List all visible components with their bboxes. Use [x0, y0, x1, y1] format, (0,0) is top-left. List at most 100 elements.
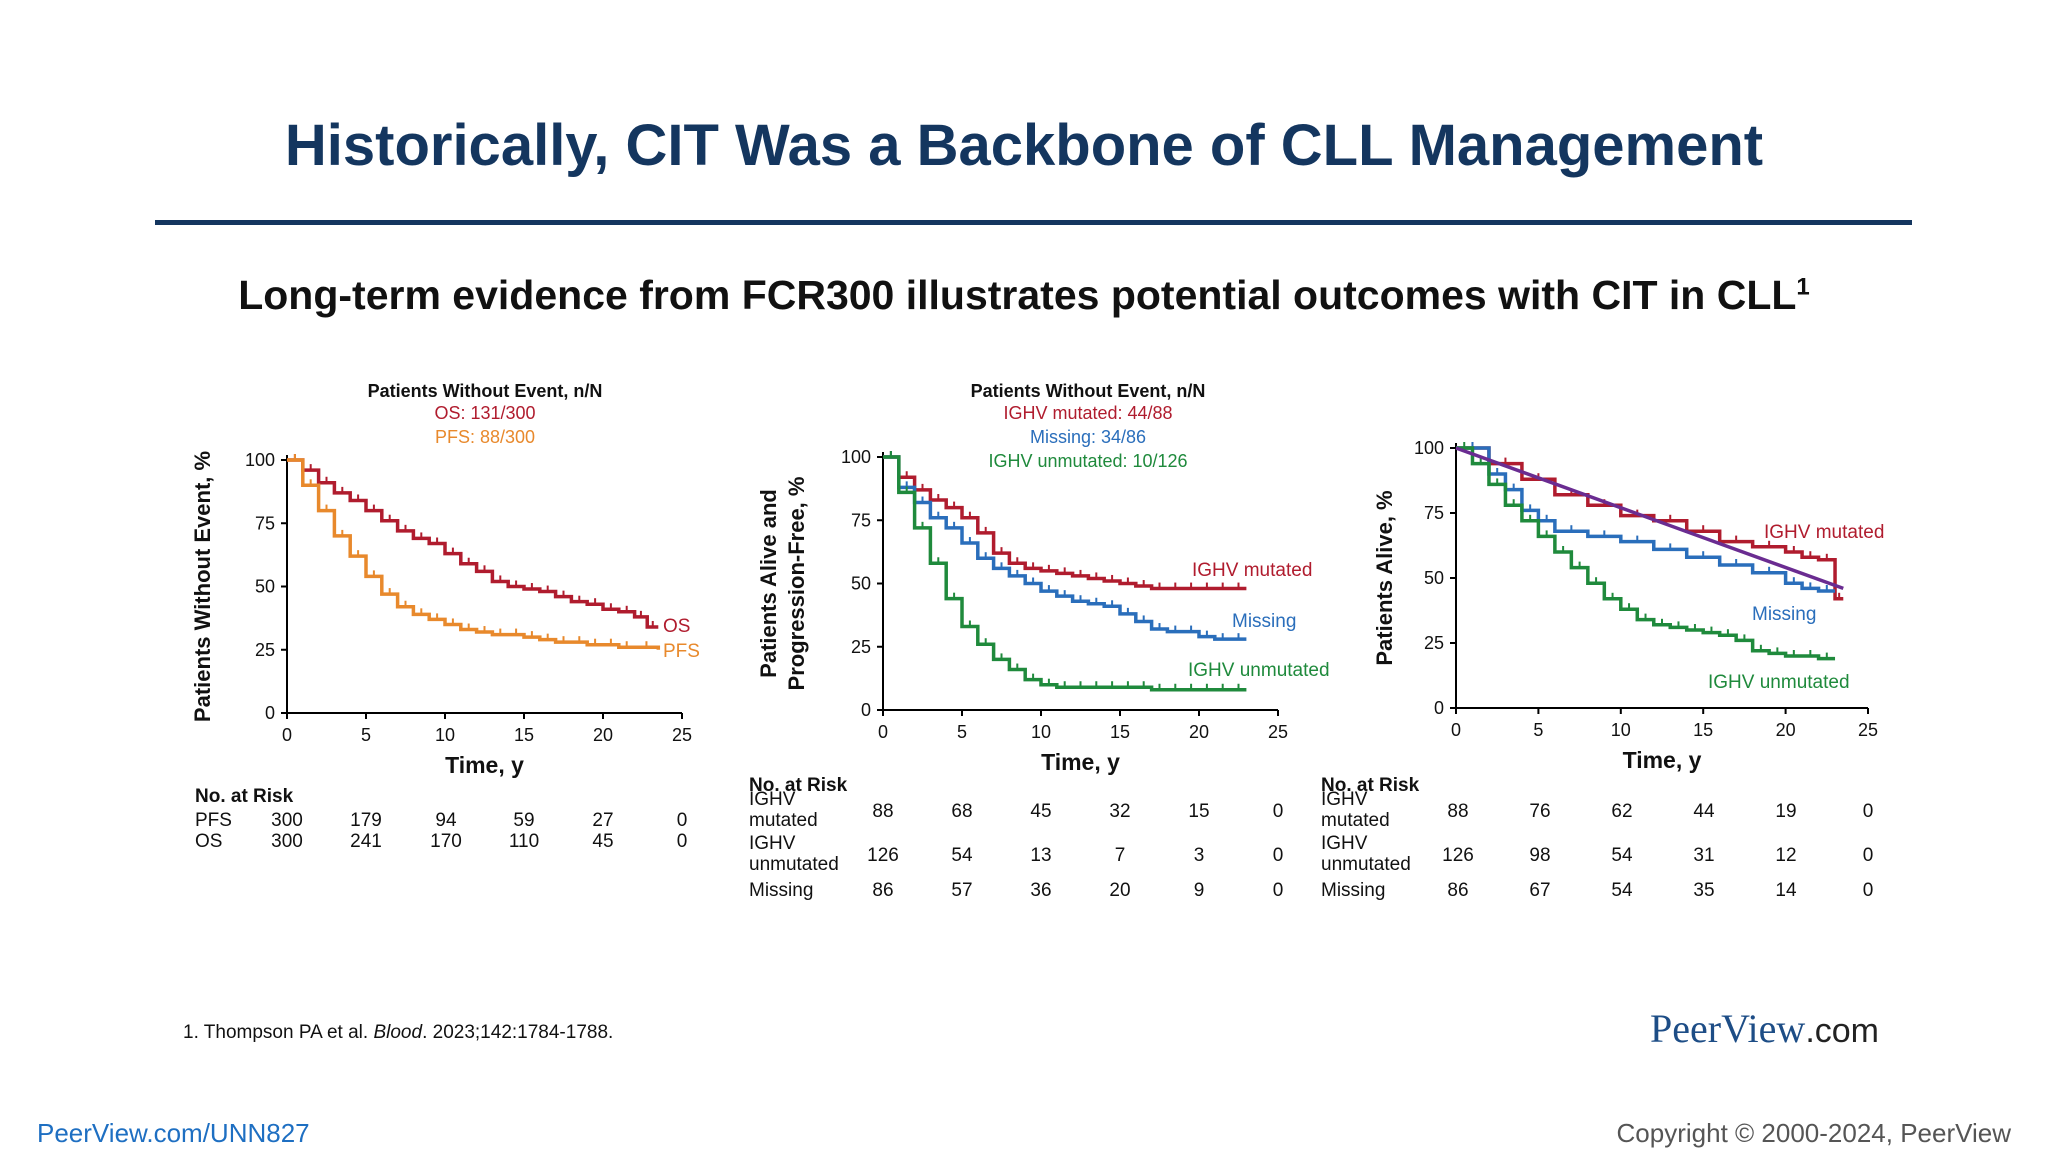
- y-tick-label: 75: [1424, 503, 1444, 523]
- y-tick-label: 75: [851, 510, 871, 530]
- logo-main: PeerView: [1650, 1006, 1806, 1051]
- risk-cell: 88: [1447, 801, 1469, 822]
- risk-row-label: Missing: [1321, 880, 1386, 901]
- y-tick-label: 25: [851, 637, 871, 657]
- x-tick-label: 10: [1031, 722, 1051, 742]
- series-label: OS: [663, 616, 690, 637]
- y-tick-label: 50: [851, 574, 871, 594]
- y-tick-label: 0: [861, 700, 871, 720]
- x-tick-label: 15: [514, 725, 534, 745]
- legend-entry: OS: 131/300: [434, 403, 535, 423]
- x-tick-label: 25: [672, 725, 692, 745]
- risk-cell: 0: [1862, 845, 1874, 866]
- risk-cell: 170: [430, 831, 462, 852]
- slide-title: Historically, CIT Was a Backbone of CLL …: [284, 113, 1764, 178]
- chart-title: Patients Without Event, n/N: [971, 381, 1206, 401]
- risk-cell: 35: [1693, 880, 1715, 901]
- risk-table-header: No. at Risk: [195, 786, 294, 807]
- risk-cell: 3: [1193, 845, 1205, 866]
- risk-cell: 110: [508, 831, 540, 852]
- series-label: Missing: [1232, 611, 1296, 632]
- risk-cell: 59: [513, 810, 535, 831]
- y-tick-label: 25: [1424, 633, 1444, 653]
- risk-row-label: Missing: [749, 880, 814, 901]
- y-tick-label: 100: [1414, 438, 1444, 458]
- x-axis-label: Time, y: [445, 752, 524, 778]
- chart-3: 0 5 10 15 20 25 0 25 50 75 100 Time, y Patients Aliv…: [1372, 438, 1884, 773]
- risk-cell: 14: [1775, 880, 1797, 901]
- y-axis-label: Patients Alive and: [756, 489, 781, 678]
- series-label: IGHV unmutated: [1188, 660, 1330, 681]
- y-axis-label: Progression-Free, %: [784, 477, 809, 691]
- risk-cell: 68: [951, 801, 973, 822]
- x-tick-label: 15: [1110, 722, 1130, 742]
- km-curve-missing: [883, 455, 1247, 641]
- risk-cell: 12: [1775, 845, 1797, 866]
- x-tick-label: 0: [878, 722, 888, 742]
- x-tick-label: 10: [435, 725, 455, 745]
- risk-cell: 20: [1109, 880, 1131, 901]
- x-tick-label: 15: [1693, 720, 1713, 740]
- x-tick-label: 25: [1858, 720, 1878, 740]
- y-tick-label: 75: [255, 513, 275, 533]
- risk-cell: 86: [1447, 880, 1469, 901]
- y-tick-label: 0: [1434, 698, 1444, 718]
- risk-cell: 86: [872, 880, 894, 901]
- chart-title: Patients Without Event, n/N: [368, 381, 603, 401]
- subtitle-reference: 1: [1796, 273, 1810, 301]
- legend-entry: Missing: 34/86: [1030, 427, 1146, 447]
- risk-row-label: IGHV unmutated: [1321, 833, 1411, 875]
- x-tick-label: 5: [1533, 720, 1543, 740]
- series-label: Missing: [1752, 604, 1816, 625]
- footer-link[interactable]: PeerView.com/UNN827: [37, 1118, 310, 1148]
- x-tick-label: 10: [1611, 720, 1631, 740]
- footnote-prefix: 1. Thompson PA et al.: [183, 1022, 374, 1043]
- slide-subtitle: Long-term evidence from FCR300 illustrat…: [0, 272, 2048, 319]
- risk-cell: 94: [435, 810, 457, 831]
- risk-cell: 54: [1611, 880, 1633, 901]
- x-tick-label: 5: [957, 722, 967, 742]
- footnote-journal: Blood: [373, 1022, 423, 1043]
- x-tick-label: 20: [1776, 720, 1796, 740]
- risk-cell: 31: [1693, 845, 1715, 866]
- risk-row-label: IGHV mutated: [749, 789, 818, 831]
- x-axis-label: Time, y: [1623, 747, 1702, 773]
- x-axis-label: Time, y: [1041, 749, 1120, 775]
- risk-cell: 126: [1442, 845, 1474, 866]
- risk-cell: 0: [1862, 880, 1874, 901]
- y-tick-label: 50: [1424, 568, 1444, 588]
- logo-suffix: .com: [1805, 1012, 1879, 1050]
- series-label: IGHV mutated: [1192, 560, 1312, 581]
- risk-table-header: No. at Risk: [749, 775, 848, 796]
- x-tick-label: 0: [282, 725, 292, 745]
- risk-cell: 67: [1529, 880, 1551, 901]
- km-curve-ighv-unmutated: [883, 455, 1247, 692]
- risk-cell: 54: [1611, 845, 1633, 866]
- footnote-suffix: . 2023;142:1784-1788.: [422, 1022, 614, 1043]
- risk-cell: 36: [1030, 880, 1052, 901]
- x-tick-label: 5: [361, 725, 371, 745]
- risk-cell: 9: [1193, 880, 1205, 901]
- risk-cell: 27: [592, 810, 614, 831]
- series-label: IGHV mutated: [1764, 522, 1884, 543]
- risk-cell: 0: [1862, 801, 1874, 822]
- risk-cell: 300: [271, 810, 303, 831]
- risk-cell: 300: [271, 831, 303, 852]
- risk-cell: 54: [951, 845, 973, 866]
- risk-cell: 98: [1529, 845, 1551, 866]
- risk-cell: 76: [1529, 801, 1551, 822]
- legend-entry: PFS: 88/300: [435, 427, 535, 447]
- risk-cell: 62: [1611, 801, 1633, 822]
- risk-table-header: No. at Risk: [1321, 775, 1420, 796]
- risk-cell: 0: [1272, 845, 1284, 866]
- y-tick-label: 100: [245, 450, 275, 470]
- risk-cell: 126: [867, 845, 899, 866]
- risk-cell: 0: [1272, 801, 1284, 822]
- risk-row-label: IGHV unmutated: [749, 833, 839, 875]
- subtitle-text: Long-term evidence from FCR300 illustrat…: [238, 272, 1797, 318]
- risk-cell: 19: [1775, 801, 1797, 822]
- peerview-logo: PeerView.com: [1650, 1005, 1879, 1052]
- risk-cell: 44: [1693, 801, 1715, 822]
- risk-cell: 0: [676, 831, 688, 852]
